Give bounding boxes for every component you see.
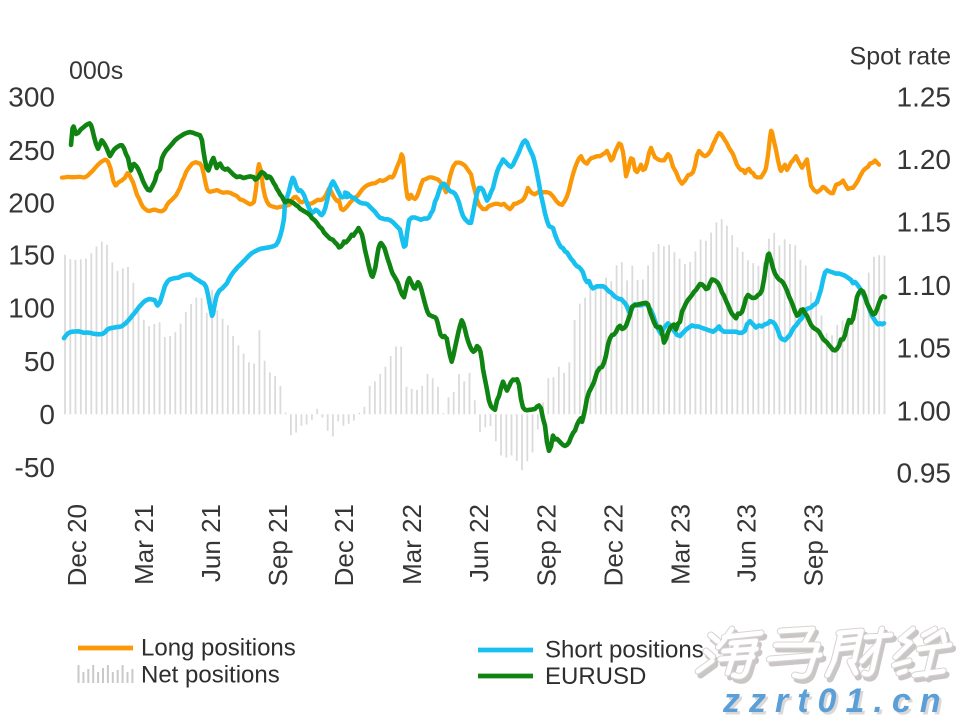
- svg-text:Jun 23: Jun 23: [732, 504, 762, 582]
- svg-text:0.95: 0.95: [897, 458, 952, 489]
- svg-text:300: 300: [8, 82, 55, 113]
- svg-text:Sep 23: Sep 23: [799, 504, 829, 586]
- svg-text:EURUSD: EURUSD: [545, 663, 646, 690]
- svg-text:Dec 20: Dec 20: [62, 504, 92, 586]
- svg-text:Long positions: Long positions: [141, 635, 296, 662]
- svg-text:Sep 21: Sep 21: [263, 504, 293, 586]
- svg-text:-50: -50: [15, 452, 55, 483]
- svg-text:zzrt01.cn: zzrt01.cn: [725, 685, 953, 719]
- svg-text:Dec 21: Dec 21: [329, 504, 359, 586]
- svg-text:150: 150: [8, 240, 55, 271]
- svg-text:Sep 22: Sep 22: [531, 504, 561, 586]
- svg-text:zzrt01.cn: zzrt01.cn: [722, 682, 950, 718]
- svg-text:1.10: 1.10: [897, 270, 952, 301]
- svg-text:Spot rate: Spot rate: [850, 43, 951, 71]
- svg-text:Dec 22: Dec 22: [598, 504, 628, 586]
- svg-text:Short positions: Short positions: [545, 637, 704, 664]
- svg-text:100: 100: [8, 293, 55, 324]
- svg-text:1.05: 1.05: [897, 333, 952, 364]
- svg-text:1.20: 1.20: [897, 144, 952, 175]
- svg-text:Mar 23: Mar 23: [665, 504, 695, 585]
- svg-text:1.15: 1.15: [897, 207, 952, 238]
- svg-text:Jun 21: Jun 21: [196, 504, 226, 582]
- svg-text:Mar 22: Mar 22: [397, 504, 427, 585]
- svg-text:Jun 22: Jun 22: [464, 504, 494, 582]
- svg-text:0: 0: [39, 399, 55, 430]
- svg-text:Net positions: Net positions: [141, 662, 280, 689]
- svg-text:250: 250: [8, 135, 55, 166]
- svg-text:1.25: 1.25: [897, 82, 952, 113]
- svg-text:1.00: 1.00: [897, 395, 952, 426]
- svg-text:50: 50: [24, 346, 55, 377]
- svg-text:Mar 21: Mar 21: [129, 504, 159, 585]
- svg-text:200: 200: [8, 187, 55, 218]
- svg-text:000s: 000s: [69, 57, 123, 85]
